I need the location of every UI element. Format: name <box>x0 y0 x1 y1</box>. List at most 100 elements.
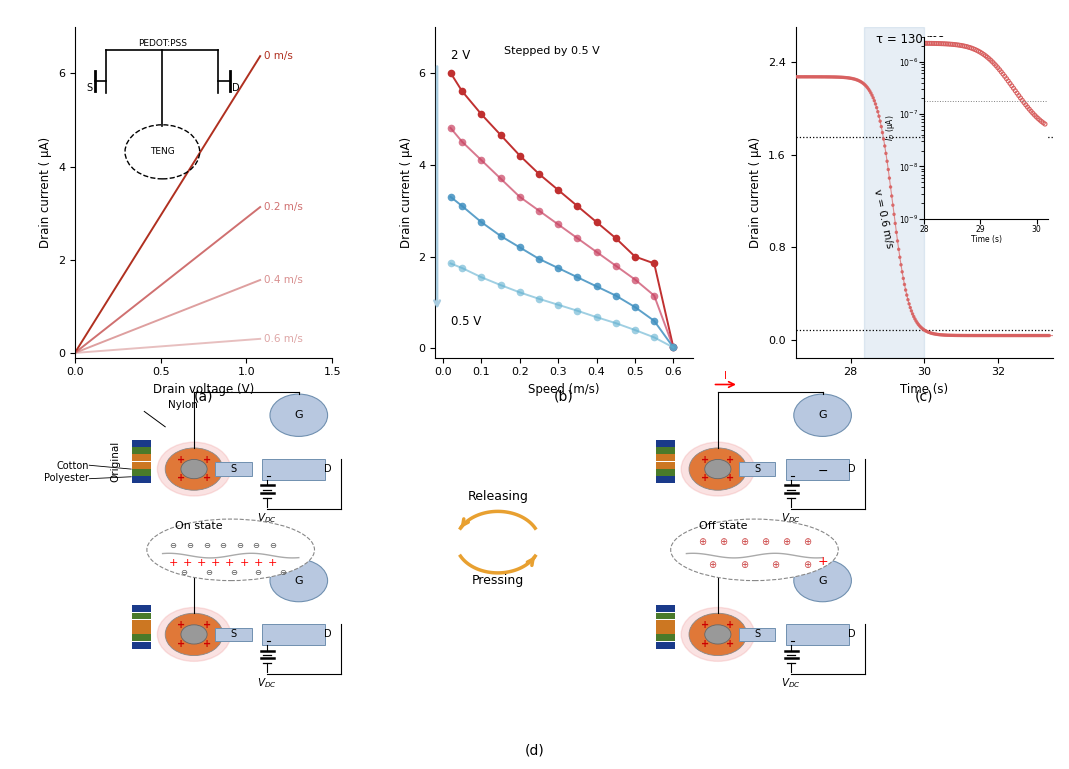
Point <box>959 329 976 341</box>
Bar <box>656 628 675 634</box>
Point <box>1004 329 1021 341</box>
Text: 2 V: 2 V <box>450 49 469 62</box>
Text: v = 0.6 m/s: v = 0.6 m/s <box>871 188 894 248</box>
Point <box>789 71 806 83</box>
Bar <box>215 628 251 641</box>
Text: I: I <box>725 536 727 546</box>
Point <box>925 328 942 340</box>
Point <box>821 71 838 83</box>
Point <box>930 328 947 341</box>
Point <box>902 301 919 314</box>
Text: +: + <box>202 620 211 630</box>
Point <box>1011 329 1028 341</box>
Point <box>865 92 882 104</box>
Text: ⊖: ⊖ <box>205 568 212 578</box>
Text: +: + <box>253 558 263 568</box>
Point <box>893 258 910 271</box>
Point <box>898 289 915 301</box>
Text: $V_{DC}$: $V_{DC}$ <box>258 677 277 691</box>
Point <box>1022 329 1039 341</box>
Circle shape <box>270 394 327 436</box>
Y-axis label: Drain current ( μA): Drain current ( μA) <box>40 137 52 248</box>
Point <box>977 329 994 341</box>
Point <box>1037 329 1054 341</box>
Point <box>951 329 969 341</box>
Text: ⊖: ⊖ <box>203 541 210 551</box>
Point <box>858 82 876 94</box>
Text: Original: Original <box>110 441 121 482</box>
Text: +: + <box>183 558 192 568</box>
Point <box>882 181 899 193</box>
Text: +: + <box>726 620 734 630</box>
Point <box>917 325 934 337</box>
Point <box>876 133 893 145</box>
Point <box>870 110 887 122</box>
Text: Nylon: Nylon <box>168 400 198 410</box>
Point <box>1041 329 1058 341</box>
Point <box>991 329 1008 341</box>
Point <box>1000 329 1017 341</box>
Text: +: + <box>701 454 710 464</box>
Point <box>835 72 852 84</box>
Bar <box>739 628 775 641</box>
Point <box>1014 329 1032 341</box>
Point <box>950 329 967 341</box>
Point <box>1025 329 1042 341</box>
Point <box>796 71 814 83</box>
Point <box>1016 329 1033 341</box>
Text: +: + <box>177 474 186 484</box>
Text: +: + <box>202 639 211 649</box>
Text: ⊖: ⊖ <box>254 568 262 578</box>
Point <box>793 71 810 83</box>
Point <box>964 329 981 341</box>
Point <box>975 329 992 341</box>
Text: G: G <box>818 575 827 586</box>
Point <box>879 155 896 168</box>
Point <box>795 71 812 83</box>
Text: +: + <box>701 474 710 484</box>
Point <box>973 329 990 341</box>
Point <box>921 327 939 339</box>
Point <box>850 75 867 87</box>
Point <box>994 329 1011 341</box>
Point <box>869 105 886 118</box>
Bar <box>656 605 675 612</box>
Point <box>941 329 958 341</box>
Point <box>846 73 863 85</box>
Point <box>884 199 901 211</box>
Point <box>986 329 1003 341</box>
Point <box>995 329 1012 341</box>
Point <box>803 71 820 83</box>
Text: ⊖: ⊖ <box>236 541 243 551</box>
Text: +: + <box>268 558 277 568</box>
Point <box>928 328 945 341</box>
Point <box>824 71 841 83</box>
Bar <box>133 461 151 469</box>
Point <box>1023 329 1040 341</box>
Point <box>974 329 991 341</box>
Text: +: + <box>701 620 710 630</box>
Point <box>900 298 917 310</box>
Point <box>996 329 1013 341</box>
Point <box>1006 329 1023 341</box>
Bar <box>656 461 675 469</box>
Point <box>809 71 826 83</box>
Point <box>864 89 881 102</box>
Point <box>960 329 977 341</box>
Text: Cotton: Cotton <box>57 461 89 471</box>
Point <box>927 328 944 341</box>
Point <box>857 80 874 92</box>
Point <box>1007 329 1024 341</box>
Text: $V_{DC}$: $V_{DC}$ <box>781 511 801 525</box>
Point <box>913 322 930 335</box>
Point <box>792 71 809 83</box>
Point <box>808 71 825 83</box>
Point <box>842 72 859 85</box>
Point <box>856 79 873 92</box>
Circle shape <box>704 624 731 644</box>
Text: ⊖: ⊖ <box>180 568 187 578</box>
Point <box>936 329 954 341</box>
Point <box>956 329 973 341</box>
Bar <box>133 448 151 454</box>
Point <box>859 83 877 95</box>
